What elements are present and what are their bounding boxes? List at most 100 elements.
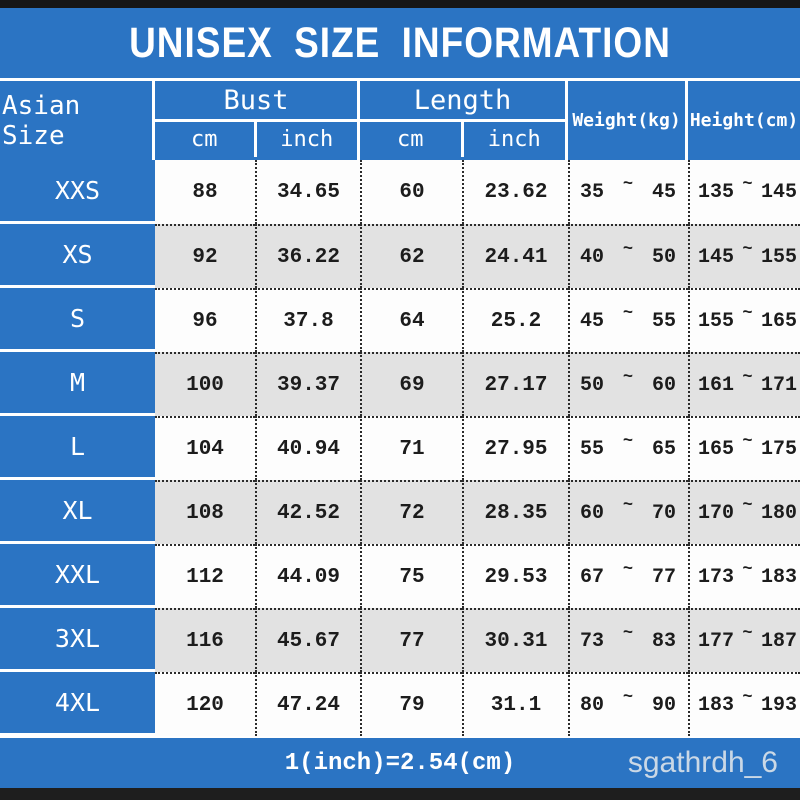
height-range-cell: 170 ~ 180: [688, 480, 800, 544]
length-inch-cell: 24.41: [462, 224, 568, 288]
weight-min: 40: [580, 245, 605, 269]
height-max: 175: [760, 437, 797, 461]
footer-bar: 1(inch)=2.54(cm) sgathrdh_6: [0, 738, 800, 788]
length-cm-cell: 79: [360, 672, 462, 736]
weight-min: 50: [580, 373, 605, 397]
bust-inch-cell: 40.94: [255, 416, 360, 480]
length-units-row: cm inch: [360, 122, 565, 157]
size-cell: XS: [0, 224, 155, 288]
header-group-length: Length cm inch: [360, 81, 568, 160]
bust-cm-cell: 96: [155, 288, 255, 352]
weight-max: 83: [651, 629, 676, 653]
bust-inch-cell: 42.52: [255, 480, 360, 544]
height-max: 155: [760, 245, 797, 269]
weight-max: 65: [651, 437, 676, 461]
weight-range-cell: 45 ~ 55: [568, 288, 688, 352]
weight-max: 77: [651, 565, 676, 589]
header-bust-cm: cm: [155, 122, 254, 157]
weight-max: 50: [651, 245, 676, 269]
length-inch-cell: 28.35: [462, 480, 568, 544]
table-row: XXL 112 44.09 75 29.53 67 ~ 77 173 ~ 183: [0, 544, 800, 608]
weight-min: 60: [580, 501, 605, 525]
height-max: 165: [760, 309, 797, 333]
bust-cm-cell: 100: [155, 352, 255, 416]
length-cm-cell: 60: [360, 160, 462, 224]
weight-range-cell: 60 ~ 70: [568, 480, 688, 544]
weight-min: 35: [580, 180, 605, 204]
length-cm-cell: 69: [360, 352, 462, 416]
height-min: 161: [698, 373, 735, 397]
length-cm-cell: 62: [360, 224, 462, 288]
length-cm-cell: 75: [360, 544, 462, 608]
tilde-separator: ~: [622, 559, 634, 579]
size-cell: XXS: [0, 160, 155, 224]
footer-divider: [0, 736, 800, 738]
header-length-cm: cm: [360, 122, 461, 157]
height-min: 183: [698, 693, 735, 717]
height-min: 177: [698, 629, 735, 653]
size-cell: XXL: [0, 544, 155, 608]
weight-range-cell: 67 ~ 77: [568, 544, 688, 608]
weight-min: 73: [580, 629, 605, 653]
weight-max: 45: [651, 180, 676, 204]
weight-max: 90: [651, 693, 676, 717]
bust-cm-cell: 108: [155, 480, 255, 544]
length-cm-cell: 77: [360, 608, 462, 672]
height-min: 173: [698, 565, 735, 589]
weight-min: 67: [580, 565, 605, 589]
size-cell: 4XL: [0, 672, 155, 736]
size-cell: XL: [0, 480, 155, 544]
header-length: Length: [360, 81, 565, 122]
bust-inch-cell: 34.65: [255, 160, 360, 224]
size-cell: L: [0, 416, 155, 480]
tilde-separator: ~: [622, 239, 634, 259]
height-max: 180: [760, 501, 797, 525]
title-divider: [0, 78, 800, 81]
table-row: XXS 88 34.65 60 23.62 35 ~ 45 135 ~ 145: [0, 160, 800, 224]
bust-cm-cell: 104: [155, 416, 255, 480]
tilde-separator: ~: [622, 174, 634, 194]
tilde-separator: ~: [742, 687, 753, 707]
length-inch-cell: 27.95: [462, 416, 568, 480]
bust-cm-cell: 116: [155, 608, 255, 672]
tilde-separator: ~: [742, 495, 753, 515]
tilde-separator: ~: [622, 431, 634, 451]
weight-max: 70: [651, 501, 676, 525]
tilde-separator: ~: [742, 623, 753, 643]
height-range-cell: 165 ~ 175: [688, 416, 800, 480]
bust-inch-cell: 44.09: [255, 544, 360, 608]
height-range-cell: 177 ~ 187: [688, 608, 800, 672]
height-min: 155: [698, 309, 735, 333]
tilde-separator: ~: [622, 367, 634, 387]
bust-cm-cell: 92: [155, 224, 255, 288]
tilde-separator: ~: [622, 495, 634, 515]
height-range-cell: 135 ~ 145: [688, 160, 800, 224]
weight-range-cell: 55 ~ 65: [568, 416, 688, 480]
table-row: L 104 40.94 71 27.95 55 ~ 65 165 ~ 175: [0, 416, 800, 480]
height-range-cell: 161 ~ 171: [688, 352, 800, 416]
weight-range-cell: 35 ~ 45: [568, 160, 688, 224]
tilde-separator: ~: [622, 303, 634, 323]
tilde-separator: ~: [742, 431, 753, 451]
bust-cm-cell: 112: [155, 544, 255, 608]
length-cm-cell: 71: [360, 416, 462, 480]
bust-inch-cell: 36.22: [255, 224, 360, 288]
header-length-inch: inch: [460, 122, 565, 157]
height-min: 165: [698, 437, 735, 461]
title-bar: UNISEX SIZE INFORMATION: [0, 8, 800, 78]
length-inch-cell: 25.2: [462, 288, 568, 352]
tilde-separator: ~: [742, 367, 753, 387]
height-min: 135: [698, 180, 735, 204]
length-inch-cell: 31.1: [462, 672, 568, 736]
table-row: 3XL 116 45.67 77 30.31 73 ~ 83 177 ~ 187: [0, 608, 800, 672]
weight-range-cell: 80 ~ 90: [568, 672, 688, 736]
height-range-cell: 155 ~ 165: [688, 288, 800, 352]
height-min: 170: [698, 501, 735, 525]
tilde-separator: ~: [622, 623, 634, 643]
table-row: XL 108 42.52 72 28.35 60 ~ 70 170 ~ 180: [0, 480, 800, 544]
length-inch-cell: 27.17: [462, 352, 568, 416]
conversion-note: 1(inch)=2.54(cm): [284, 749, 516, 777]
watermark-text: sgathrdh_6: [627, 746, 778, 779]
bust-cm-cell: 120: [155, 672, 255, 736]
